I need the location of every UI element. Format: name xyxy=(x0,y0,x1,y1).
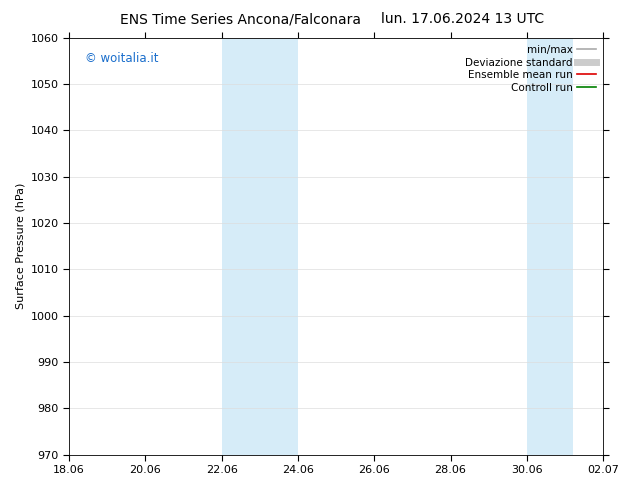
Text: lun. 17.06.2024 13 UTC: lun. 17.06.2024 13 UTC xyxy=(381,12,545,26)
Legend: min/max, Deviazione standard, Ensemble mean run, Controll run: min/max, Deviazione standard, Ensemble m… xyxy=(463,43,598,95)
Text: ENS Time Series Ancona/Falconara: ENS Time Series Ancona/Falconara xyxy=(120,12,361,26)
Bar xyxy=(527,38,573,455)
Bar xyxy=(222,38,298,455)
Text: © woitalia.it: © woitalia.it xyxy=(85,52,158,65)
Y-axis label: Surface Pressure (hPa): Surface Pressure (hPa) xyxy=(15,183,25,309)
